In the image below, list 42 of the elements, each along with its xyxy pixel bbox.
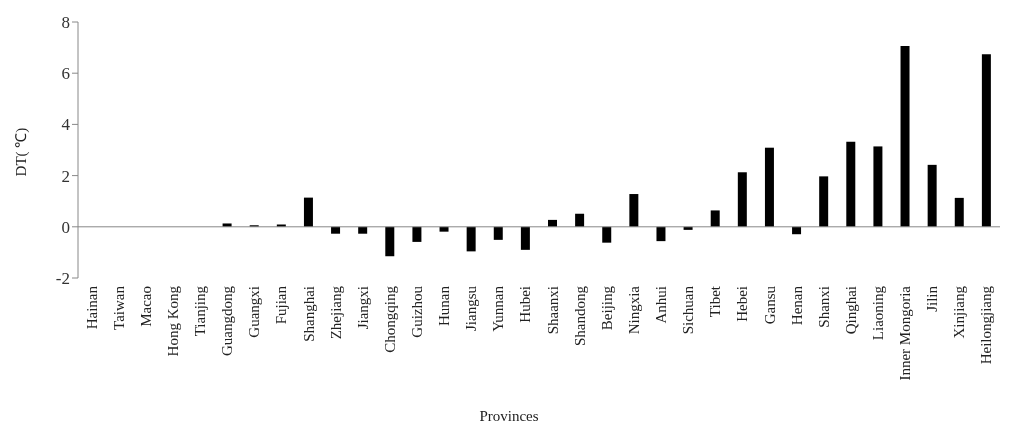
x-tick-label: Hong Kong xyxy=(164,285,181,357)
y-axis-title: DT( ℃) xyxy=(12,127,30,177)
x-tick-label: Fujian xyxy=(273,285,290,325)
x-tick-label: Liaoning xyxy=(869,285,886,341)
x-tick-label: Macao xyxy=(137,286,154,327)
x-tick-label: Inner Mongoria xyxy=(897,285,914,381)
y-tick-label: 2 xyxy=(61,166,70,186)
x-tick-label: Tianjing xyxy=(192,285,209,337)
y-tick-label: -2 xyxy=(55,269,70,289)
x-tick-label: Anhui xyxy=(653,286,670,324)
x-tick-label: Shanghai xyxy=(300,286,317,342)
x-tick-label: Shandong xyxy=(571,285,588,346)
x-tick-label: Xinjiang xyxy=(951,285,968,339)
x-tick-label: Hainan xyxy=(83,285,100,330)
x-axis-title: Provinces xyxy=(478,408,540,425)
x-tick-label: Zhejiang xyxy=(327,285,344,340)
x-tick-label: Taiwan xyxy=(110,285,127,330)
x-tick-label: Jiangxi xyxy=(354,286,371,330)
x-tick-label: Chongqing xyxy=(381,285,398,353)
x-tick-label: Gansu xyxy=(761,285,778,325)
x-tick-label: Tibet xyxy=(707,285,724,318)
x-tick-label: Guangdong xyxy=(219,285,236,356)
x-tick-label: Sichuan xyxy=(680,285,697,335)
x-tick-label: Jilin xyxy=(924,285,941,312)
x-tick-label: Guizhou xyxy=(408,285,425,338)
x-tick-label: Beijing xyxy=(598,285,615,331)
y-tick-label: 4 xyxy=(61,115,71,135)
x-tick-label: Qinghai xyxy=(842,286,859,335)
x-tick-label: Hubei xyxy=(517,286,534,323)
x-tick-label: Jiangsu xyxy=(463,285,480,331)
x-tick-label: Guangxi xyxy=(246,286,263,338)
y-tick-label: 8 xyxy=(61,13,70,33)
x-tick-label: Ningxia xyxy=(625,285,642,335)
x-tick-label: Henan xyxy=(788,285,805,326)
x-tick-label: Hunan xyxy=(436,285,453,326)
x-tick-label: Yunnan xyxy=(490,285,507,332)
x-tick-label: Hebei xyxy=(734,286,751,322)
x-tick-label: Shanxi xyxy=(815,286,832,328)
y-tick-label: 0 xyxy=(61,217,70,237)
x-tick-label: Heilongjiang xyxy=(978,285,995,365)
x-tick-label: Shaanxi xyxy=(544,286,561,335)
y-tick-label: 6 xyxy=(61,64,70,84)
